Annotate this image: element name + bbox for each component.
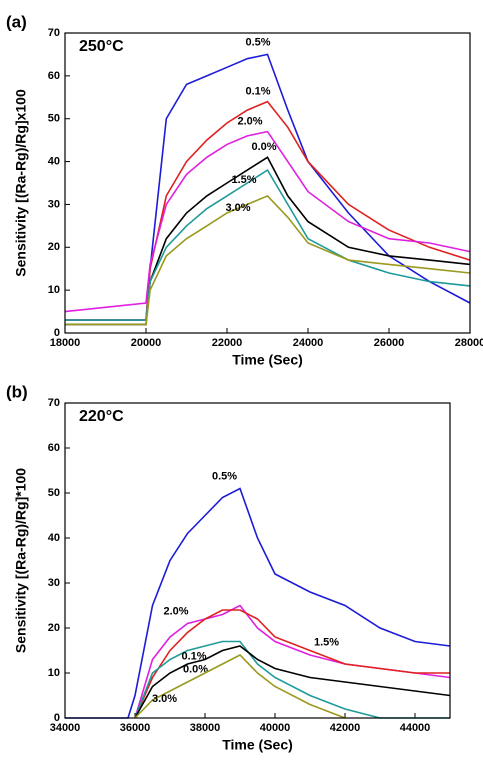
y-tick-label: 20 — [48, 241, 60, 253]
series-label: 0.1% — [246, 85, 271, 97]
y-tick-label: 50 — [48, 487, 60, 499]
x-tick-label: 22000 — [212, 337, 243, 349]
x-axis-title: Time (Sec) — [232, 352, 303, 368]
x-tick-label: 18000 — [50, 337, 81, 349]
series-label: 0.5% — [212, 470, 237, 482]
x-tick-label: 20000 — [131, 337, 162, 349]
series-label: 0.5% — [246, 36, 271, 48]
series-line — [134, 654, 346, 719]
x-tick-label: 28000 — [455, 337, 483, 349]
y-tick-label: 0 — [54, 327, 60, 339]
series-label: 0.1% — [182, 650, 207, 662]
annotation: 220°C — [79, 408, 124, 425]
y-tick-label: 10 — [48, 667, 60, 679]
y-tick-label: 70 — [48, 397, 60, 409]
x-tick-label: 26000 — [374, 337, 405, 349]
series-label: 0.0% — [252, 141, 277, 153]
series-line — [65, 194, 471, 326]
series-label: 0.0% — [183, 663, 208, 675]
x-axis-title: Time (Sec) — [222, 737, 293, 753]
y-tick-label: 60 — [48, 70, 60, 82]
y-axis-title: Sensitivity [(Ra-Rg)/Rg]*100 — [13, 468, 29, 653]
series-label: 2.0% — [238, 115, 263, 127]
series-label: 1.5% — [232, 174, 257, 186]
x-tick-label: 42000 — [330, 722, 361, 734]
y-tick-label: 70 — [48, 27, 60, 39]
x-tick-label: 40000 — [260, 722, 291, 734]
y-tick-label: 40 — [48, 155, 60, 167]
y-tick-label: 30 — [48, 577, 60, 589]
series-label: 3.0% — [152, 693, 177, 705]
panel-label: (a) — [6, 12, 27, 31]
x-tick-label: 34000 — [50, 722, 81, 734]
y-axis-title: Sensitivity [(Ra-Rg)/Rg]x100 — [13, 89, 29, 277]
panel-label: (b) — [6, 382, 28, 401]
series-label: 1.5% — [314, 636, 339, 648]
annotation: 250°C — [79, 38, 124, 55]
series-label: 3.0% — [226, 202, 251, 214]
x-tick-label: 36000 — [120, 722, 151, 734]
series-line — [65, 168, 471, 321]
y-tick-label: 50 — [48, 113, 60, 125]
series-label: 2.0% — [164, 605, 189, 617]
y-tick-label: 0 — [54, 712, 60, 724]
y-tick-label: 10 — [48, 284, 60, 296]
series-line — [134, 609, 450, 719]
series-line — [134, 645, 451, 719]
y-tick-label: 40 — [48, 532, 60, 544]
y-tick-label: 30 — [48, 198, 60, 210]
plot-frame — [64, 32, 471, 334]
plot-frame — [64, 402, 451, 719]
x-tick-label: 24000 — [293, 337, 324, 349]
y-tick-label: 20 — [48, 622, 60, 634]
series-line — [65, 487, 451, 719]
series-line — [64, 130, 471, 313]
x-tick-label: 38000 — [190, 722, 221, 734]
y-tick-label: 60 — [48, 442, 60, 454]
series-line — [65, 100, 471, 321]
x-tick-label: 44000 — [400, 722, 431, 734]
